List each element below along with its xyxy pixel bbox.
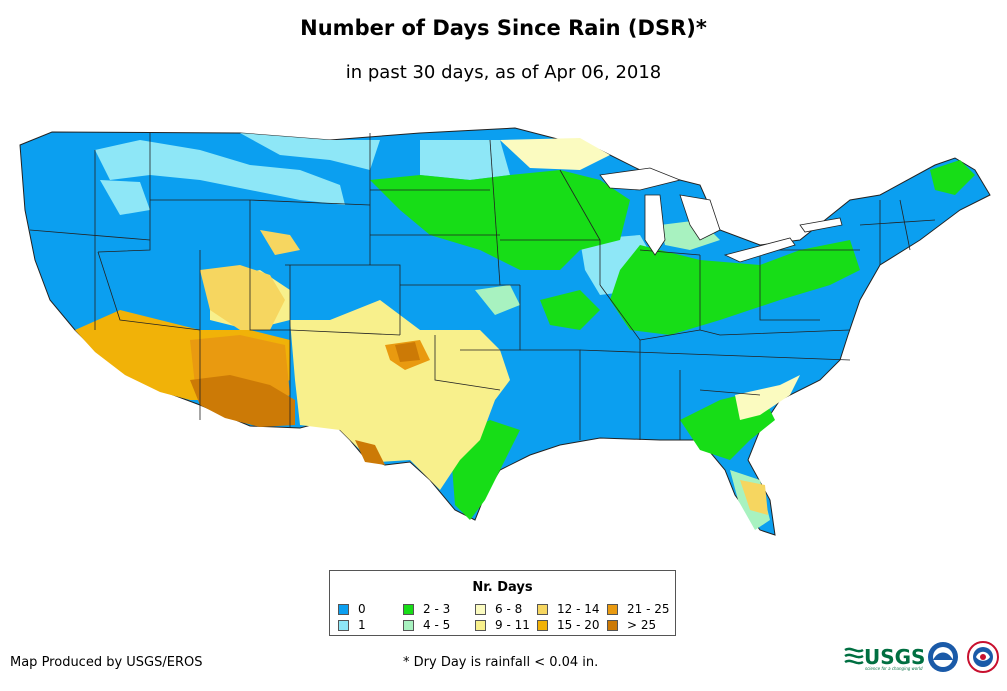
legend-item-1: 1 — [338, 618, 366, 632]
legend-item-4: 6 - 8 — [475, 602, 522, 616]
legend-swatch — [338, 619, 349, 631]
legend-title: Nr. Days — [472, 580, 533, 595]
credit-text: Map Produced by USGS/EROS — [10, 655, 203, 670]
legend-item-8: 21 - 25 — [607, 602, 670, 616]
lake-superior — [599, 167, 682, 191]
legend-label: 1 — [358, 618, 366, 632]
legend-label: 2 - 3 — [423, 602, 451, 616]
legend: Nr. Days 0 1 2 - 3 4 - 5 6 - 8 9 - 11 12… — [329, 570, 676, 636]
lake-huron — [679, 194, 721, 241]
legend-swatch — [607, 603, 618, 615]
map-subtitle: in past 30 days, as of Apr 06, 2018 — [345, 62, 662, 83]
lake-erie — [723, 237, 796, 263]
legend-item-5: 9 - 11 — [475, 618, 530, 632]
lake-ontario — [799, 217, 843, 233]
legend-swatch — [475, 603, 486, 615]
legend-swatch — [537, 619, 548, 631]
usgs-logo: USGS science for a changing world — [844, 645, 925, 671]
legend-label: 0 — [358, 602, 366, 616]
legend-item-0: 0 — [338, 602, 366, 616]
noaa-logo — [928, 642, 958, 672]
footnote-text: * Dry Day is rainfall < 0.04 in. — [403, 655, 599, 670]
legend-label: 12 - 14 — [557, 602, 600, 616]
legend-swatch — [338, 603, 349, 615]
state-boundaries — [29, 133, 936, 440]
legend-item-6: 12 - 14 — [537, 602, 600, 616]
legend-item-9: > 25 — [607, 618, 656, 632]
usgs-wordmark: USGS — [864, 645, 925, 669]
legend-item-2: 2 - 3 — [403, 602, 450, 616]
legend-item-7: 15 - 20 — [537, 618, 600, 632]
legend-swatch — [403, 603, 414, 615]
legend-label: 21 - 25 — [627, 602, 670, 616]
legend-swatch — [537, 603, 548, 615]
lake-michigan — [644, 194, 666, 256]
agency-logos: USGS science for a changing world — [844, 641, 999, 673]
nws-logo — [967, 641, 999, 673]
legend-label: 6 - 8 — [495, 602, 523, 616]
legend-swatch — [607, 619, 618, 631]
legend-swatch — [475, 619, 486, 631]
map-title: Number of Days Since Rain (DSR)* — [300, 16, 707, 40]
legend-label: > 25 — [627, 618, 657, 632]
usgs-tagline: science for a changing world — [865, 666, 923, 671]
legend-item-3: 4 - 5 — [403, 618, 450, 632]
legend-label: 9 - 11 — [495, 618, 530, 632]
legend-label: 15 - 20 — [557, 618, 600, 632]
legend-swatch — [403, 619, 414, 631]
legend-label: 4 - 5 — [423, 618, 451, 632]
